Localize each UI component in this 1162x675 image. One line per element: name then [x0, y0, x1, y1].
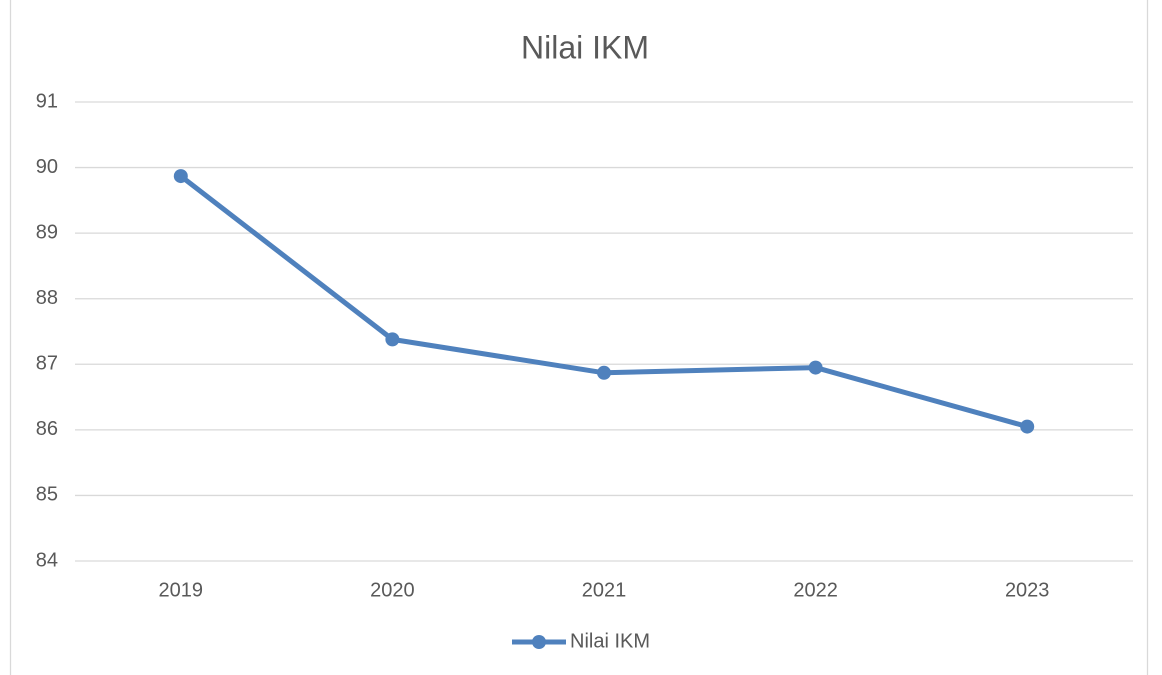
- x-tick-label: 2021: [582, 579, 627, 601]
- y-tick-label: 88: [36, 287, 58, 309]
- legend-label: Nilai IKM: [570, 630, 650, 652]
- x-tick-label: 2023: [1005, 579, 1050, 601]
- marker: [808, 360, 823, 375]
- y-tick-label: 87: [36, 353, 58, 375]
- x-tick-label: 2020: [370, 579, 415, 601]
- chart-border: [9, 0, 1149, 675]
- y-tick-label: 85: [36, 484, 58, 506]
- marker: [173, 169, 188, 184]
- y-tick-label: 84: [36, 549, 58, 571]
- x-tick-label: 2022: [793, 579, 838, 601]
- marker: [597, 365, 611, 380]
- chart-title: Nilai IKM: [521, 29, 649, 65]
- y-tick-label: 91: [36, 90, 58, 112]
- marker: [385, 332, 400, 347]
- x-tick-label: 2019: [159, 579, 204, 601]
- legend-marker: [532, 635, 546, 649]
- y-tick-label: 90: [36, 156, 58, 178]
- marker: [1020, 419, 1035, 434]
- y-tick-label: 89: [36, 221, 58, 243]
- y-tick-label: 86: [36, 418, 58, 440]
